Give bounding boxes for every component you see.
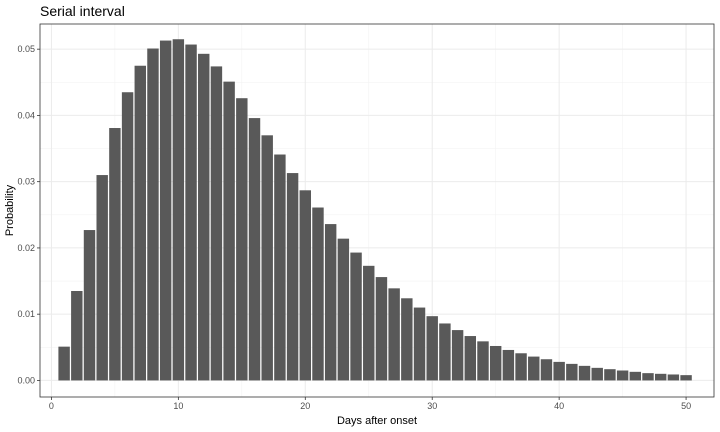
x-tick-label: 40 — [554, 401, 564, 411]
y-tick-label: 0.01 — [17, 309, 35, 319]
y-axis-title: Probability — [4, 184, 16, 236]
bar-day-29 — [413, 307, 426, 381]
bar-day-27 — [388, 288, 400, 381]
bar-day-16 — [248, 118, 261, 381]
bar-day-49 — [667, 374, 680, 381]
y-tick-label: 0.02 — [17, 243, 35, 253]
bar-day-34 — [477, 341, 489, 381]
x-tick-label: 30 — [427, 401, 437, 411]
chart-title: Serial interval — [40, 3, 125, 19]
bar-day-41 — [566, 363, 578, 381]
bar-day-38 — [528, 356, 540, 381]
bar-day-14 — [223, 81, 235, 381]
bar-day-23 — [337, 238, 350, 381]
bar-day-47 — [642, 373, 654, 381]
bar-day-2 — [71, 290, 83, 381]
bar-day-46 — [629, 371, 642, 381]
bar-day-22 — [324, 224, 337, 381]
bar-day-9 — [159, 40, 172, 381]
bar-day-44 — [604, 369, 616, 381]
bar-day-24 — [350, 252, 362, 381]
bar-day-17 — [261, 135, 273, 381]
y-axis: 0.00 0.01 0.02 0.03 0.04 0.05 — [17, 44, 40, 385]
x-tick-label: 50 — [681, 401, 691, 411]
y-tick-label: 0.03 — [17, 177, 35, 187]
bar-day-19 — [286, 173, 299, 381]
bar-day-33 — [464, 336, 477, 381]
x-tick-label: 10 — [173, 401, 183, 411]
bar-day-15 — [236, 98, 248, 381]
bar-day-35 — [489, 345, 502, 381]
x-tick-label: 0 — [49, 401, 54, 411]
plot-border — [39, 23, 715, 398]
bar-day-1 — [58, 346, 70, 381]
bar-day-30 — [426, 316, 438, 381]
bar-day-5 — [109, 128, 121, 381]
bar-day-40 — [553, 361, 565, 381]
bar-day-45 — [616, 370, 629, 381]
bar-day-39 — [540, 359, 553, 381]
bar-day-28 — [401, 298, 413, 381]
bar-day-25 — [363, 265, 375, 381]
y-tick-label: 0.04 — [17, 110, 35, 120]
bar-day-42 — [578, 365, 591, 381]
bar-day-3 — [83, 230, 96, 381]
bar-day-36 — [502, 349, 515, 381]
bar-day-10 — [172, 39, 185, 381]
bar-day-43 — [591, 367, 603, 381]
bar-day-26 — [375, 277, 388, 381]
bar-day-18 — [274, 154, 286, 381]
bar-day-8 — [147, 48, 159, 381]
bars — [58, 39, 692, 381]
bar-day-48 — [654, 373, 667, 381]
bar-day-11 — [185, 44, 197, 381]
x-axis: 0 10 20 30 40 50 — [49, 397, 691, 411]
bar-day-50 — [680, 375, 692, 381]
bar-day-31 — [439, 323, 451, 381]
bar-day-12 — [198, 53, 210, 381]
bar-day-4 — [96, 175, 108, 381]
y-tick-label: 0.00 — [17, 375, 35, 385]
bar-day-20 — [299, 190, 311, 381]
bar-day-7 — [134, 65, 146, 381]
x-tick-label: 20 — [300, 401, 310, 411]
bar-day-32 — [451, 330, 464, 381]
bar-day-13 — [210, 66, 223, 381]
bar-day-21 — [312, 207, 324, 381]
y-tick-label: 0.05 — [17, 44, 35, 54]
bar-day-6 — [121, 92, 134, 381]
x-axis-title: Days after onset — [337, 415, 417, 427]
bar-day-37 — [515, 353, 527, 381]
